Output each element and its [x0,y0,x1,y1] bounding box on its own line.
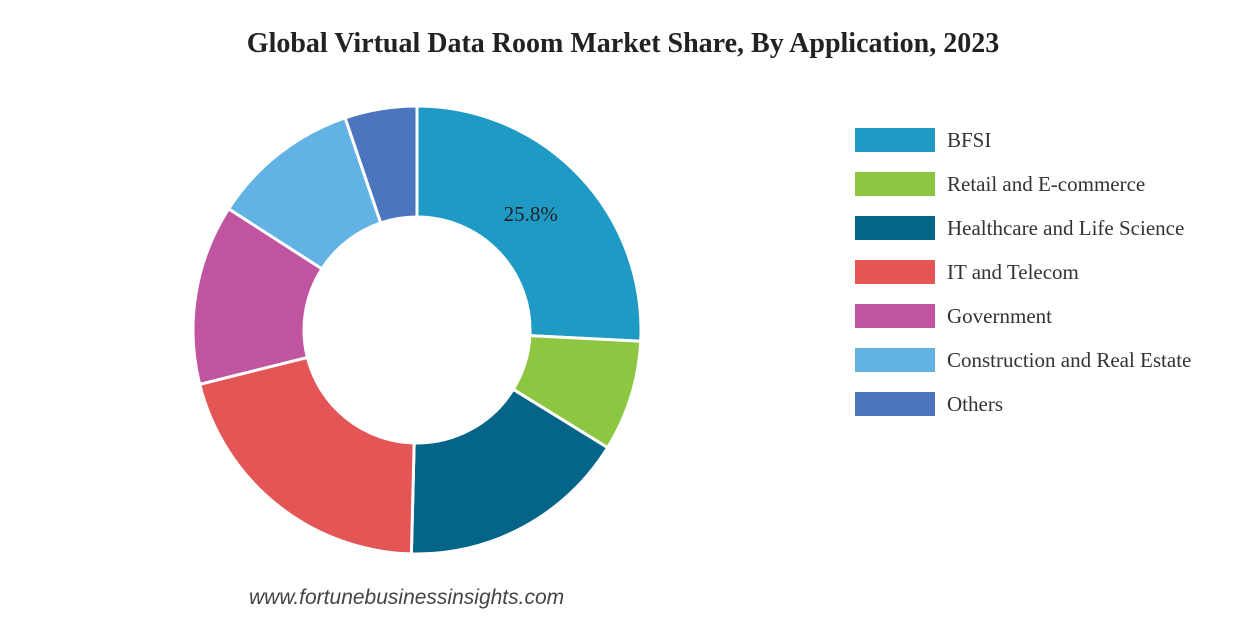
legend-item: Construction and Real Estate [855,338,1191,382]
legend-label: BFSI [947,127,992,152]
source-watermark: www.fortunebusinessinsights.com [249,586,565,609]
data-label-bfsi: 25.8% [504,202,558,226]
legend-swatch [855,348,935,372]
slice-others [343,104,419,225]
legend-item: IT and Telecom [855,250,1191,294]
slice-bfsi [415,104,643,343]
legend-item: BFSI [855,118,1191,162]
chart-title: Global Virtual Data Room Market Share, B… [246,28,1000,59]
legend-label: IT and Telecom [947,259,1079,284]
legend-item: Healthcare and Life Science [855,206,1191,250]
legend-label: Government [947,303,1052,328]
legend-label: Others [947,391,1003,416]
slice-it-and-telecom [197,355,416,556]
legend-item: Others [855,382,1191,426]
slice-healthcare-and-life-science [409,387,610,556]
legend-swatch [855,172,935,196]
legend-swatch [855,392,935,416]
legend-label: Healthcare and Life Science [947,215,1185,240]
legend-swatch [855,216,935,240]
legend-swatch [855,260,935,284]
chart-legend: BFSI Retail and E-commerce Healthcare and … [855,118,1191,426]
legend-swatch [855,128,935,152]
legend-swatch [855,304,935,328]
legend-item: Government [855,294,1191,338]
legend-label: Retail and E-commerce [947,171,1146,196]
legend-item: Retail and E-commerce [855,162,1191,206]
legend-label: Construction and Real Estate [947,347,1192,372]
